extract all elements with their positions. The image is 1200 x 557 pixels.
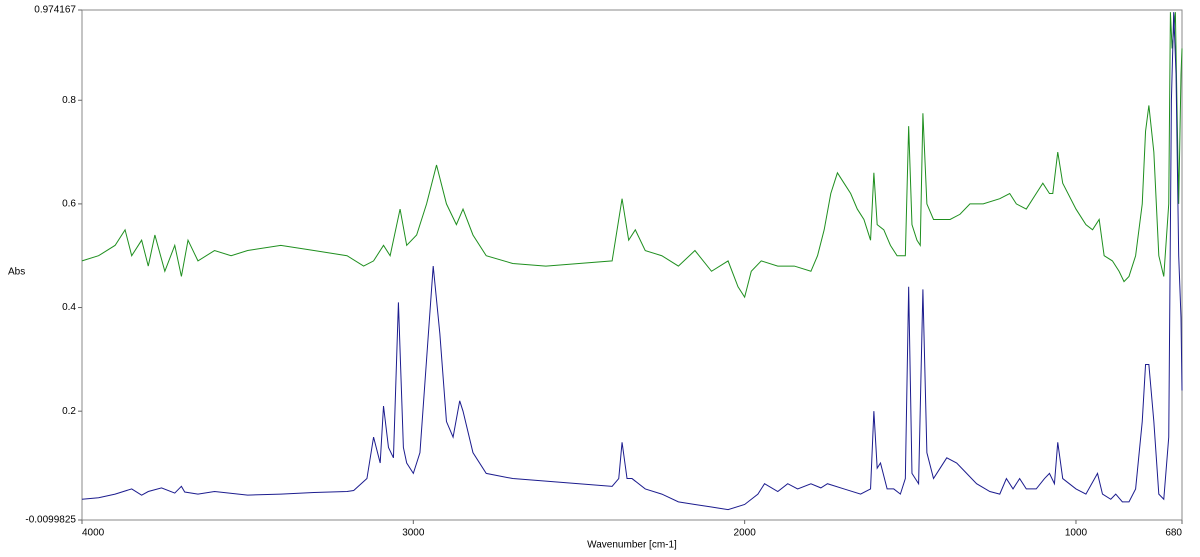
- x-axis-label: Wavenumber [cm-1]: [587, 540, 677, 551]
- plot-frame: [81, 9, 1183, 521]
- x-tick-label: 3000: [402, 528, 425, 539]
- x-tick-label: 4000: [82, 528, 105, 539]
- x-tick-label: 680: [1165, 528, 1182, 539]
- y-axis-label: Abs: [8, 267, 25, 278]
- y-tick-label: 0.2: [62, 406, 76, 417]
- spectrum-line: [81, 12, 1183, 299]
- y-tick-label: 0.6: [62, 199, 76, 210]
- y-tick-label: 0.4: [62, 302, 76, 313]
- x-tick-label: 2000: [734, 528, 757, 539]
- y-tick-label: 0.974167: [34, 5, 76, 16]
- spectrum-line: [81, 12, 1183, 511]
- x-tick-label: 1000: [1065, 528, 1088, 539]
- y-tick-label: 0.8: [62, 95, 76, 106]
- y-tick-label: -0.0099825: [25, 515, 76, 526]
